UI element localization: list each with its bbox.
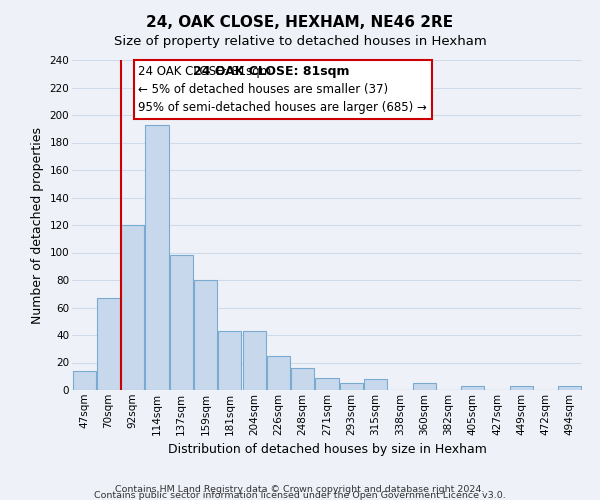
Bar [145,124,169,390]
Bar [97,298,120,390]
Bar [316,378,338,390]
Bar [364,379,387,390]
Bar [559,386,581,390]
Bar [170,255,193,390]
Text: 24 OAK CLOSE: 81sqm
← 5% of detached houses are smaller (37)
95% of semi-detache: 24 OAK CLOSE: 81sqm ← 5% of detached hou… [139,65,427,114]
Y-axis label: Number of detached properties: Number of detached properties [31,126,44,324]
Bar [510,386,533,390]
Bar [291,368,314,390]
Bar [121,225,144,390]
Text: 24 OAK CLOSE: 81sqm: 24 OAK CLOSE: 81sqm [193,65,349,78]
Text: Size of property relative to detached houses in Hexham: Size of property relative to detached ho… [113,35,487,48]
Bar [413,383,436,390]
Bar [340,383,363,390]
Bar [73,371,95,390]
Bar [218,331,241,390]
Text: 24, OAK CLOSE, HEXHAM, NE46 2RE: 24, OAK CLOSE, HEXHAM, NE46 2RE [146,15,454,30]
Bar [194,280,217,390]
Bar [242,331,266,390]
Bar [461,386,484,390]
X-axis label: Distribution of detached houses by size in Hexham: Distribution of detached houses by size … [167,443,487,456]
Text: Contains public sector information licensed under the Open Government Licence v3: Contains public sector information licen… [94,491,506,500]
Text: Contains HM Land Registry data © Crown copyright and database right 2024.: Contains HM Land Registry data © Crown c… [115,485,485,494]
Bar [267,356,290,390]
